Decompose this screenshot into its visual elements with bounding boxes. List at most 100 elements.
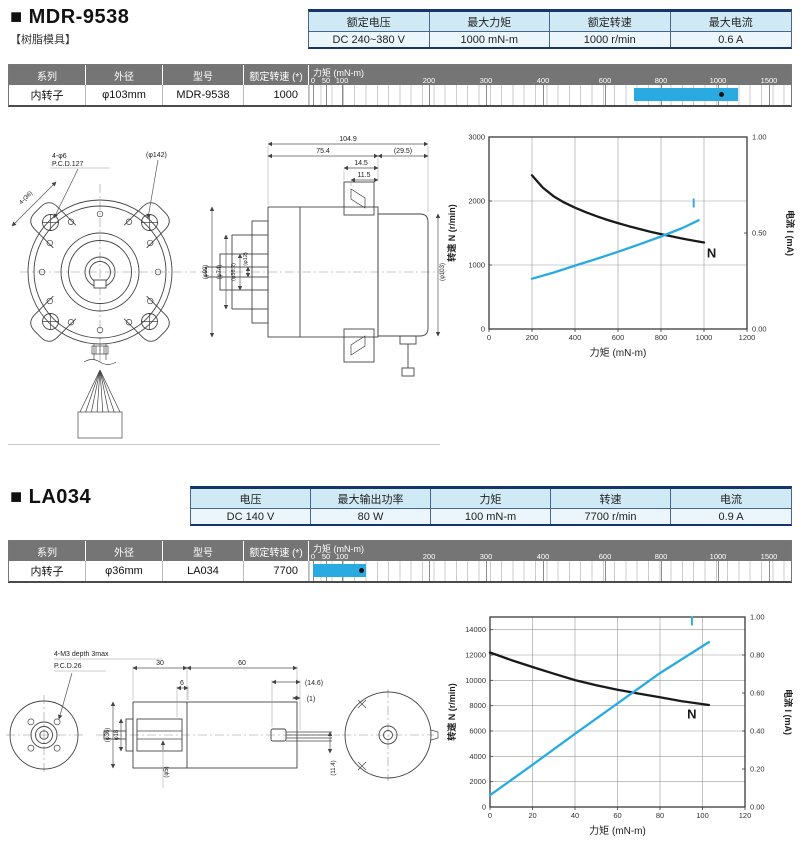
series-value-cell: 内转子 <box>9 561 86 581</box>
label-pcd: P.C.D.26 <box>54 663 82 670</box>
series-label-I: I <box>692 196 696 211</box>
x-tick-label: 200 <box>526 333 539 342</box>
series-header-cell: 外径 <box>86 541 163 561</box>
torque-scale-tick: 50 <box>321 76 331 85</box>
spec-header-cell: 电流 <box>671 489 791 509</box>
series-header-row: 系列 外径 型号 额定转速 (*) 力矩 (mN-m) 0 50 100 200 300 400 60… <box>9 541 791 561</box>
dim-dia-flange: (φ103) <box>440 263 446 281</box>
torque-scale-gridline <box>326 85 327 105</box>
torque-scale-tick: 1000 <box>709 76 727 85</box>
series-label-I: I <box>690 614 694 629</box>
series-header-cell: 外径 <box>86 65 163 85</box>
series-header-cell: 型号 <box>163 541 244 561</box>
dimension-lines <box>11 141 441 338</box>
dim-step: 6 <box>180 680 184 687</box>
torque-scale-tick: 1500 <box>760 552 778 561</box>
spec-value-cell: DC 140 V <box>191 509 311 524</box>
section-subtitle: 【树脂模具】 <box>10 34 76 46</box>
dim-gearhead: 30 <box>156 660 164 667</box>
left-tick-label: 3000 <box>468 133 485 142</box>
x-axis-label: 力矩 (mN-m) <box>590 346 647 358</box>
x-tick-label: 600 <box>612 333 625 342</box>
x-tick-label: 1200 <box>739 333 756 342</box>
right-tick-label: 0.50 <box>752 229 767 238</box>
label-mount-holes: 4-φ6 <box>52 153 67 160</box>
page-title: ■ LA034 <box>10 486 92 508</box>
torque-scale-tick: 200 <box>422 76 436 85</box>
x-tick-label: 1000 <box>696 333 713 342</box>
series-N <box>488 651 711 707</box>
dim-dia-shaft: (φ5) <box>164 766 170 777</box>
series-header-cell: 型号 <box>163 65 244 85</box>
side-view <box>205 181 429 377</box>
dimension-labels: 30 60 6 (14.6) (1) (φ36) φ18 (φ5) (11.4)… <box>54 651 337 778</box>
dim-dia-hub: (φ74) <box>217 265 223 280</box>
series-header-cell: 系列 <box>9 65 86 85</box>
technical-drawing-mdr9538: 104.9 75.4 (29.5) 14.5 11.5 (φ99) (φ74) … <box>11 136 446 439</box>
right-tick-label: 0.60 <box>750 689 765 698</box>
torque-scale-tick: 800 <box>654 552 668 561</box>
series-value-cell: φ36mm <box>86 561 163 581</box>
left-tick-label: 1000 <box>468 261 485 270</box>
rear-view <box>344 691 439 779</box>
left-tick-label: 0 <box>481 325 485 334</box>
section-divider <box>8 444 440 445</box>
left-tick-label: 8000 <box>469 701 486 710</box>
torque-scale-tick: 100 <box>335 76 349 85</box>
dim-body-length: 75.4 <box>316 148 330 155</box>
dim-slot: 11.5 <box>357 172 370 179</box>
series-value-cell: 内转子 <box>9 85 86 105</box>
torque-scale-tick: 1500 <box>760 76 778 85</box>
series-I <box>488 640 711 797</box>
spec-value-cell: 7700 r/min <box>551 509 671 524</box>
torque-scale-gridline <box>342 85 343 105</box>
dim-tab: 14.5 <box>354 160 368 167</box>
spec-value-cell: 80 W <box>311 509 431 524</box>
torque-scale-tick: 300 <box>479 552 493 561</box>
torque-scale-gridline <box>769 85 770 105</box>
series-value-cell: 1000 <box>244 85 309 105</box>
left-tick-label: 12000 <box>465 651 486 660</box>
right-tick-label: 1.00 <box>750 613 765 622</box>
dim-gap: (1) <box>307 696 316 703</box>
torque-scale-tick: 400 <box>536 552 550 561</box>
right-tick-label: 0.40 <box>750 727 765 736</box>
torque-scale-tick: 200 <box>422 552 436 561</box>
dim-dia-body: (φ36) <box>105 728 111 743</box>
dim-dia-boss: φ18 <box>114 729 120 740</box>
dimension-lines <box>57 665 333 769</box>
series-I <box>530 219 700 280</box>
series-value-row: 内转子 φ103mm MDR-9538 1000 <box>9 85 791 105</box>
spec-header-cell: 电压 <box>191 489 311 509</box>
series-value-cell: φ103mm <box>86 85 163 105</box>
left-axis-label: 转速 N (r/min) <box>446 683 457 741</box>
spec-value-cell: 0.6 A <box>670 32 791 47</box>
spec-header-cell: 最大电流 <box>670 12 791 32</box>
front-view <box>27 199 173 345</box>
left-tick-label: 14000 <box>465 625 486 634</box>
right-tick-label: 0.00 <box>750 803 765 812</box>
series-header-row: 系列 外径 型号 额定转速 (*) 力矩 (mN-m) 0 50 100 200 300 400 60… <box>9 65 791 85</box>
label-pcd: P.C.D.127 <box>52 161 83 168</box>
x-tick-label: 0 <box>488 811 492 820</box>
torque-scale-gridline <box>486 561 487 581</box>
torque-range-bar <box>313 564 366 577</box>
rated-torque-dot <box>719 92 724 97</box>
x-tick-label: 40 <box>571 811 579 820</box>
spec-table-la034: 电压 最大输出功率 力矩 转速 电流 DC 140 V 80 W 100 mN-m 7700 r… <box>190 486 792 526</box>
torque-scale-header: 力矩 (mN-m) 0 50 100 200 300 400 600 800 1000 1500 <box>309 65 791 85</box>
spec-header-cell: 额定转速 <box>550 12 671 32</box>
section-mdr9538: ■ MDR-9538 【树脂模具】 额定电压 最大力矩 额定转速 最大电流 DC 240… <box>8 6 796 445</box>
right-tick-label: 0.20 <box>750 765 765 774</box>
left-tick-label: 0 <box>482 803 486 812</box>
label-mount-holes: 4-M3 depth 3max <box>54 651 109 658</box>
torque-scale-tick: 300 <box>479 76 493 85</box>
torque-scale-tick: 600 <box>598 76 612 85</box>
x-tick-label: 80 <box>656 811 664 820</box>
label-ear-width: 4-(36) <box>19 191 35 207</box>
extension-lines <box>54 658 301 788</box>
dim-dia-boss: (φ36.2) <box>231 263 237 281</box>
spec-value-cell: 100 mN-m <box>431 509 551 524</box>
rated-torque-dot <box>359 568 364 573</box>
